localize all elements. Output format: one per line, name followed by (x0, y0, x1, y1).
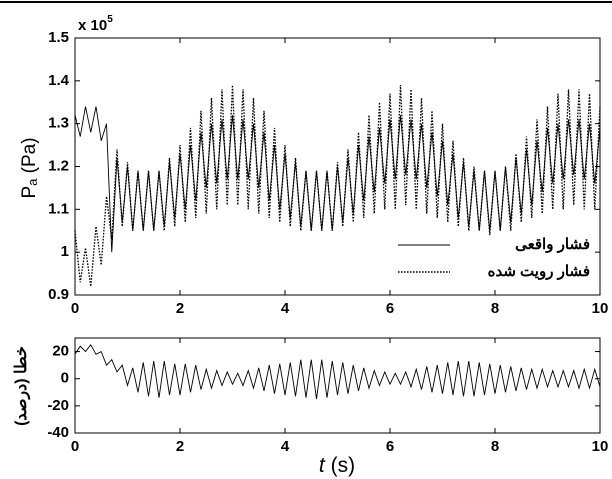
series-line (74, 85, 601, 287)
x-tick-label: 6 (386, 300, 394, 317)
y-tick-label: -20 (47, 397, 69, 414)
x-tick-label: 8 (491, 438, 499, 455)
y-tick-label: 1 (61, 243, 69, 260)
legend-label: فشار رویت شده (488, 263, 590, 280)
x-tick-label: 2 (176, 438, 184, 455)
x-tick-label: 8 (491, 300, 499, 317)
x-tick-label: 0 (71, 438, 79, 455)
x-tick-label: 10 (592, 438, 609, 455)
multiplier-exp: 5 (107, 14, 113, 25)
x-tick-label: 2 (176, 300, 184, 317)
y-tick-label: 0.9 (48, 286, 69, 303)
y-tick-label: 1.1 (48, 200, 69, 217)
y-tick-label: 1.3 (48, 115, 69, 132)
x-tick-label: 4 (281, 300, 290, 317)
y-label-sub: a (25, 178, 40, 186)
series-line (74, 343, 601, 400)
y-tick-label: 1.2 (48, 157, 69, 174)
x-axis-label: t (s) (319, 454, 355, 477)
legend-label: فشار واقعی (515, 236, 590, 253)
x-tick-label: 6 (386, 438, 394, 455)
x-tick-label: 4 (281, 438, 290, 455)
plot-area (74, 337, 601, 434)
y-label-symbol: P (19, 186, 40, 199)
y-tick-label: 20 (52, 343, 69, 360)
x-label-var: t (319, 454, 326, 477)
y-tick-label: 1.4 (48, 72, 70, 89)
x-tick-label: 10 (592, 300, 609, 317)
multiplier-base: x 10 (78, 17, 107, 34)
y-tick-label: -40 (47, 424, 69, 441)
y-tick-label: 0 (61, 370, 69, 387)
y-tick-label: 1.5 (48, 29, 69, 46)
x-tick-label: 0 (71, 300, 79, 317)
y-label-unit: (Pa) (19, 137, 40, 178)
x-label-unit: (s) (325, 454, 355, 477)
y-axis-label-2: خطا (درصد) (13, 346, 31, 426)
y-axis-label: Pa (Pa) (19, 137, 40, 198)
multiplier: x 105 (78, 14, 113, 34)
